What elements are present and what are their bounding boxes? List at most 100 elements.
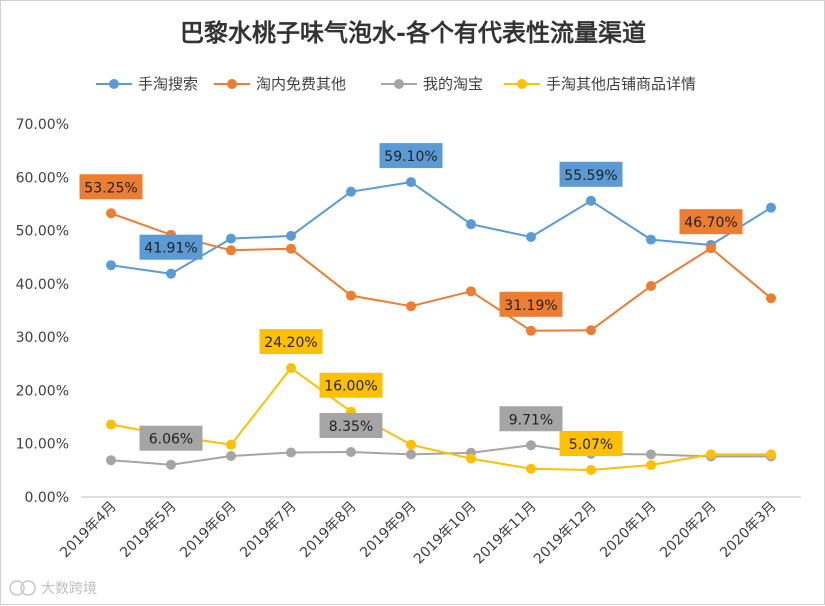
data-label: 5.07% — [559, 430, 623, 456]
data-point — [286, 447, 296, 458]
data-point — [166, 459, 176, 470]
x-tick-label: 2019年9月 — [357, 499, 420, 562]
data-point — [466, 219, 476, 230]
data-point — [106, 208, 116, 219]
data-label-box — [379, 143, 443, 169]
y-tick-label: 70.00% — [16, 117, 69, 133]
data-point — [766, 293, 776, 304]
legend-marker — [227, 79, 237, 89]
legend-marker — [517, 79, 527, 89]
data-label-text: 9.71% — [509, 412, 553, 428]
data-label-text: 8.35% — [329, 419, 373, 435]
data-label-box — [259, 329, 323, 355]
x-tick-label: 2019年8月 — [297, 499, 360, 562]
data-label-box — [139, 425, 203, 451]
data-label: 59.10% — [379, 143, 443, 169]
legend-item-2: 淘内免费其他 — [214, 75, 346, 93]
data-point — [226, 233, 236, 244]
data-point — [286, 230, 296, 241]
data-label-text: 16.00% — [324, 379, 377, 395]
y-tick-label: 40.00% — [16, 277, 69, 293]
data-label: 41.91% — [139, 234, 203, 260]
data-point — [346, 446, 356, 457]
data-label: 55.59% — [559, 161, 623, 187]
data-label-text: 41.91% — [144, 241, 197, 257]
data-point — [526, 325, 536, 336]
data-point — [106, 260, 116, 271]
data-point — [646, 280, 656, 291]
data-point — [106, 419, 116, 430]
data-point — [646, 449, 656, 460]
data-label: 46.70% — [679, 209, 743, 235]
watermark-text: 大数跨境 — [41, 581, 97, 597]
data-point — [226, 439, 236, 450]
x-tick-label: 2020年3月 — [717, 499, 780, 562]
data-label-text: 53.25% — [84, 180, 137, 196]
data-point — [286, 363, 296, 374]
data-label: 31.19% — [499, 291, 563, 317]
data-label-box — [679, 209, 743, 235]
data-label-box — [559, 161, 623, 187]
data-point — [646, 234, 656, 245]
legend-marker — [394, 79, 404, 89]
data-label-box — [499, 406, 563, 432]
legend-item-1: 手淘搜索 — [96, 75, 198, 93]
x-tick-label: 2019年5月 — [117, 499, 180, 562]
data-point — [166, 268, 176, 279]
y-tick-label: 10.00% — [16, 437, 69, 453]
legend: 手淘搜索 淘内免费其他 我的淘宝 手淘其他店铺商品详情 — [96, 75, 696, 93]
data-point — [766, 449, 776, 460]
watermark: 大数跨境 — [9, 580, 97, 597]
x-tick-label: 2019年7月 — [237, 499, 300, 562]
legend-label: 手淘其他店铺商品详情 — [546, 75, 696, 93]
legend-marker — [109, 79, 119, 89]
x-tick-label: 2019年4月 — [57, 499, 120, 562]
data-point — [706, 243, 716, 254]
data-point — [226, 245, 236, 256]
legend-label: 手淘搜索 — [138, 75, 198, 93]
series-line-2 — [110, 212, 772, 332]
legend-item-3: 我的淘宝 — [381, 75, 483, 93]
data-label-box — [319, 412, 383, 438]
data-point — [706, 449, 716, 460]
data-point — [586, 325, 596, 336]
x-tick-label: 2019年11月 — [471, 499, 540, 568]
data-label-box — [499, 291, 563, 317]
legend-label: 淘内免费其他 — [256, 75, 346, 93]
data-label: 8.35% — [319, 412, 383, 438]
data-point — [406, 301, 416, 312]
x-tick-label: 2020年2月 — [657, 499, 720, 562]
data-point — [106, 455, 116, 466]
series-line-4 — [110, 367, 771, 471]
y-tick-label: 20.00% — [16, 383, 69, 399]
data-point — [526, 463, 536, 474]
x-axis: 2019年4月2019年5月2019年6月2019年7月2019年8月2019年… — [57, 496, 801, 568]
series-points — [106, 177, 776, 475]
data-label-box — [559, 430, 623, 456]
data-point — [406, 449, 416, 460]
y-axis: 0.00% 10.00% 20.00% 30.00% 40.00% 50.00% 60.00… — [16, 117, 69, 506]
data-label-box — [319, 372, 383, 398]
series-line-3 — [110, 444, 771, 466]
data-label: 9.71% — [499, 406, 563, 432]
data-point — [466, 453, 476, 464]
data-point — [346, 186, 356, 197]
data-label-text: 5.07% — [569, 437, 613, 453]
x-tick-label: 2020年1月 — [597, 499, 660, 562]
data-label-box — [79, 174, 143, 200]
data-label: 24.20% — [259, 329, 323, 355]
data-labels: 41.91% 59.10% 55.59% 53.25% 31.19% 46.70% 6.06… — [79, 143, 743, 456]
data-point — [646, 460, 656, 471]
data-point — [406, 177, 416, 188]
data-label: 53.25% — [79, 174, 143, 200]
x-tick-label: 2019年6月 — [177, 499, 240, 562]
data-point — [526, 231, 536, 242]
series-line-1 — [110, 181, 772, 275]
series-lines — [110, 181, 772, 471]
data-label: 6.06% — [139, 425, 203, 451]
legend-label: 我的淘宝 — [423, 75, 483, 93]
data-point — [766, 202, 776, 213]
x-tick-label: 2019年10月 — [411, 499, 480, 568]
y-tick-label: 0.00% — [25, 490, 69, 506]
